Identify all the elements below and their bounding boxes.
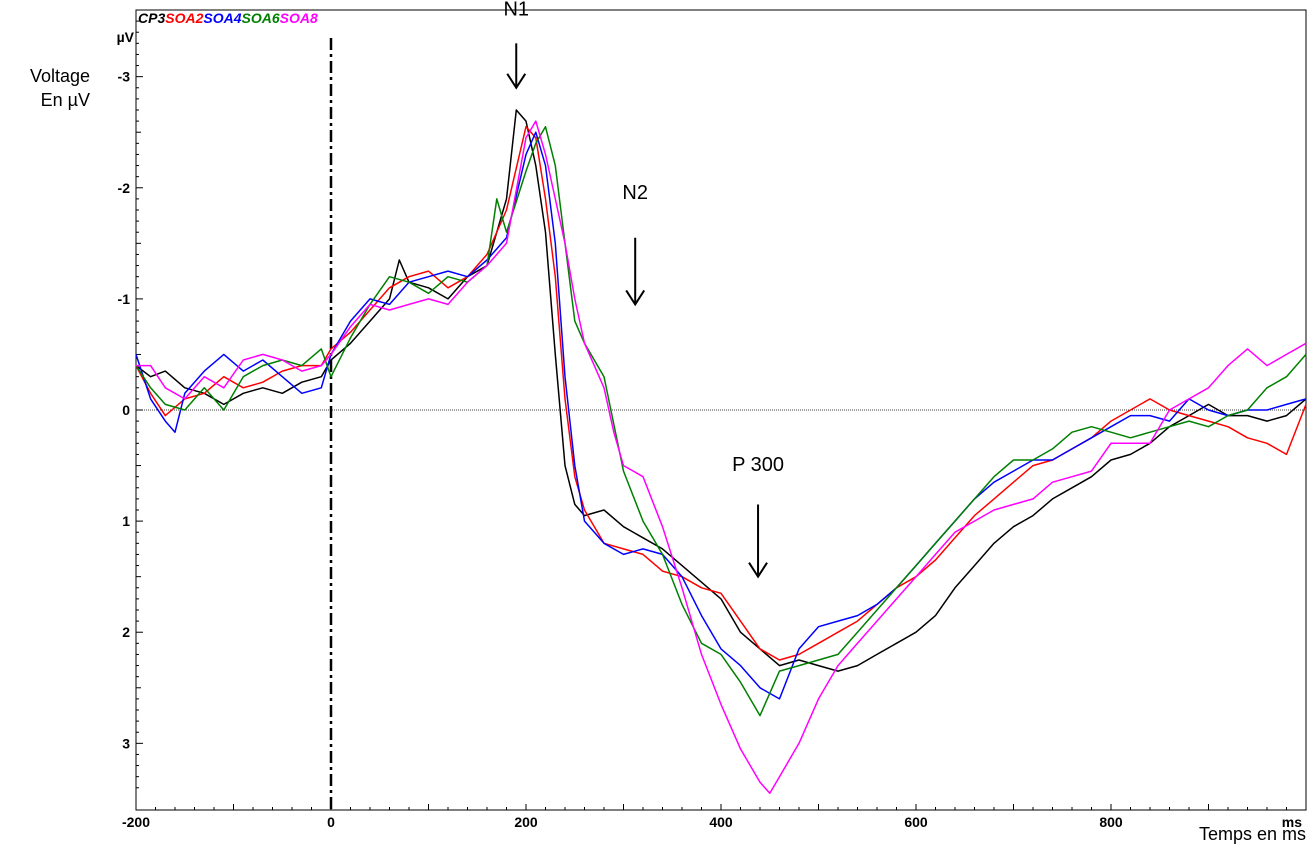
x-tick-label: 400 bbox=[709, 814, 733, 830]
y-tick-label: 0 bbox=[122, 402, 130, 418]
x-tick-label: 800 bbox=[1099, 814, 1123, 830]
y-tick-label: -3 bbox=[118, 69, 131, 85]
y-axis-label: Voltage En µV bbox=[4, 64, 90, 112]
y-tick-label: -2 bbox=[118, 180, 131, 196]
legend-item-soa4: SOA4 bbox=[203, 10, 241, 26]
y-axis-label-line2: En µV bbox=[40, 90, 90, 110]
x-unit-label: ms bbox=[1282, 814, 1302, 830]
y-tick-label: 2 bbox=[122, 624, 130, 640]
legend-item-soa2: SOA2 bbox=[165, 10, 203, 26]
legend-item-soa8: SOA8 bbox=[280, 10, 318, 26]
series-line-cp3 bbox=[135, 109, 1307, 672]
series-line-soa6 bbox=[135, 125, 1307, 717]
x-axis-label: Temps en ms bbox=[1198, 824, 1306, 844]
x-tick-label: 600 bbox=[904, 814, 928, 830]
legend: CP3SOA2SOA4SOA6SOA8 bbox=[138, 10, 318, 26]
annotation-label-n1: N1 bbox=[503, 0, 529, 21]
y-tick-label: 3 bbox=[122, 735, 130, 751]
x-tick-label: 200 bbox=[514, 814, 538, 830]
annotation-arrowhead-n2 bbox=[625, 289, 646, 307]
legend-item-cp3: CP3 bbox=[138, 10, 165, 26]
y-tick-label: -1 bbox=[118, 291, 131, 307]
annotation-label-n2: N2 bbox=[622, 182, 648, 204]
x-tick-label: -200 bbox=[122, 814, 150, 830]
y-axis-label-line1: Voltage bbox=[29, 66, 90, 86]
series-line-soa4 bbox=[135, 131, 1307, 700]
annotation-arrowhead-p300 bbox=[748, 562, 768, 579]
series-line-soa8 bbox=[136, 120, 1307, 795]
legend-item-soa6: SOA6 bbox=[241, 10, 279, 26]
y-unit-label: µV bbox=[117, 29, 135, 45]
x-tick-label: 0 bbox=[327, 814, 335, 830]
annotation-arrowhead-n1 bbox=[506, 73, 527, 90]
y-tick-label: 1 bbox=[122, 513, 130, 529]
annotation-label-p300: P 300 bbox=[732, 454, 784, 476]
